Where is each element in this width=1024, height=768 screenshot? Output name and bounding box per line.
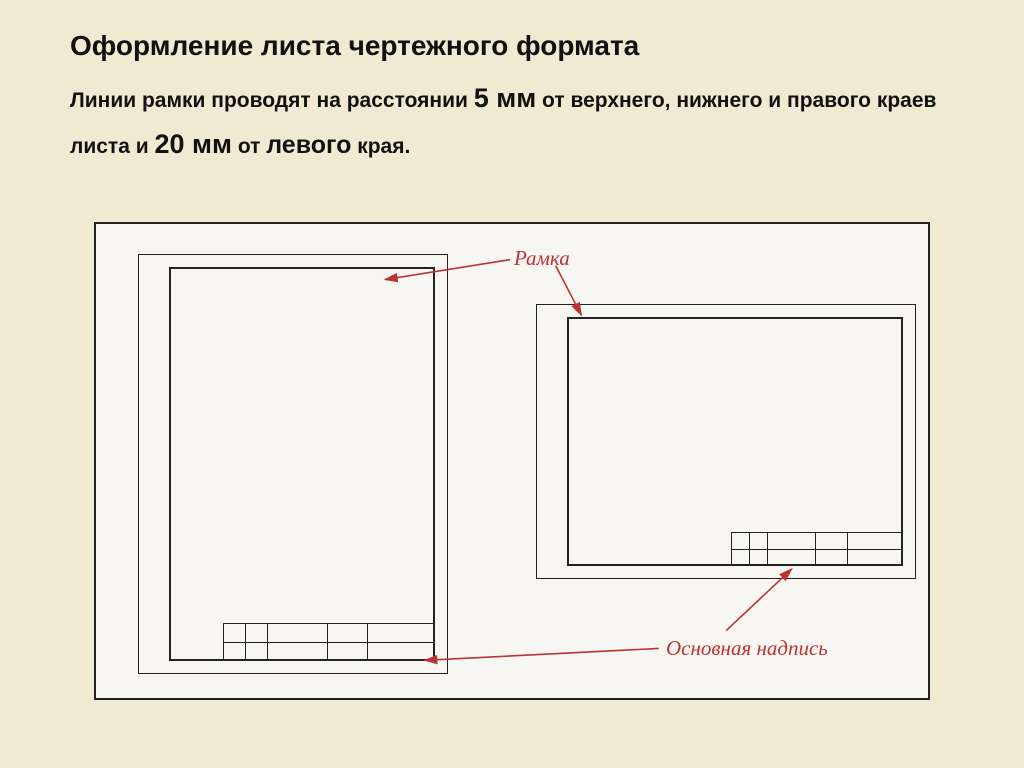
description: Линии рамки проводят на расстоянии 5 мм …: [70, 76, 954, 168]
margin-small: 5 мм: [474, 83, 536, 113]
diagram-panel: Рамка Основная надпись: [94, 222, 930, 700]
desc-pre: Линии рамки проводят на расстоянии: [70, 89, 474, 112]
desc-mid2: от: [238, 135, 266, 158]
label-title-block: Основная надпись: [666, 636, 828, 661]
sheet-portrait: [138, 254, 448, 674]
title-block-landscape: [731, 532, 901, 564]
desc-end: края.: [357, 135, 410, 158]
title-block-portrait: [223, 623, 433, 659]
margin-large: 20 мм: [154, 129, 231, 159]
frame-landscape: [567, 317, 903, 566]
label-frame: Рамка: [514, 246, 570, 271]
left-word: левого: [266, 131, 351, 159]
sheet-landscape: [536, 304, 916, 579]
frame-portrait: [169, 267, 435, 661]
page-title: Оформление листа чертежного формата: [70, 30, 954, 62]
